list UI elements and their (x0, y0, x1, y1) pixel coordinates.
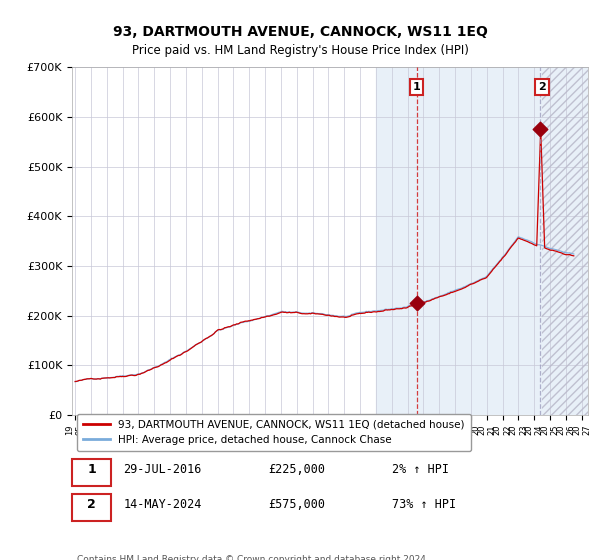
Bar (542, 67, 598, 415)
Text: 2: 2 (538, 82, 546, 92)
Text: 29-JUL-2016: 29-JUL-2016 (124, 463, 202, 477)
Text: 1: 1 (413, 82, 421, 92)
Legend: 93, DARTMOUTH AVENUE, CANNOCK, WS11 1EQ (detached house), HPI: Average price, de: 93, DARTMOUTH AVENUE, CANNOCK, WS11 1EQ … (77, 413, 470, 451)
Text: 2: 2 (87, 498, 96, 511)
Text: Contains HM Land Registry data © Crown copyright and database right 2024.
This d: Contains HM Land Registry data © Crown c… (77, 556, 429, 560)
Point (535, 125, 545, 134)
Text: 14-MAY-2024: 14-MAY-2024 (124, 498, 202, 511)
FancyBboxPatch shape (72, 459, 110, 486)
Text: 73% ↑ HPI: 73% ↑ HPI (392, 498, 456, 511)
Text: £225,000: £225,000 (268, 463, 325, 477)
Text: £575,000: £575,000 (268, 498, 325, 511)
FancyBboxPatch shape (72, 494, 110, 521)
Text: 2% ↑ HPI: 2% ↑ HPI (392, 463, 449, 477)
Bar (376, 67, 598, 415)
Text: Price paid vs. HM Land Registry's House Price Index (HPI): Price paid vs. HM Land Registry's House … (131, 44, 469, 57)
Text: 1: 1 (87, 463, 96, 477)
Point (412, 298, 422, 307)
Text: 93, DARTMOUTH AVENUE, CANNOCK, WS11 1EQ: 93, DARTMOUTH AVENUE, CANNOCK, WS11 1EQ (113, 25, 487, 39)
